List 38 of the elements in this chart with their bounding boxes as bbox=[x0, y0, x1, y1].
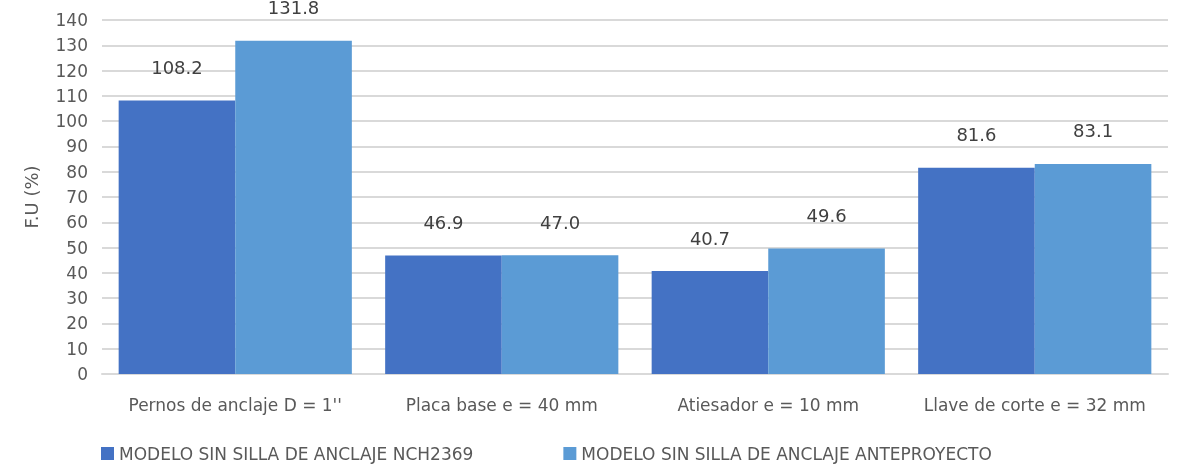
y-tick-label: 10 bbox=[66, 338, 88, 359]
data-label: 81.6 bbox=[956, 124, 997, 146]
y-tick-label: 40 bbox=[66, 262, 88, 283]
bar bbox=[235, 40, 352, 374]
x-tick-label: Placa base e = 40 mm bbox=[405, 394, 598, 415]
legend-label: MODELO SIN SILLA DE ANCLAJE NCH2369 bbox=[119, 443, 474, 464]
y-tick-label: 130 bbox=[55, 35, 88, 56]
legend-label: MODELO SIN SILLA DE ANCLAJE ANTEPROYECTO bbox=[581, 443, 992, 464]
y-tick-label: 70 bbox=[66, 187, 88, 207]
data-label: 47.0 bbox=[540, 211, 581, 233]
y-tick-label: 30 bbox=[66, 288, 88, 309]
data-label: 131.8 bbox=[267, 0, 320, 19]
data-label: 49.6 bbox=[806, 205, 847, 227]
y-tick-label: 100 bbox=[55, 111, 88, 132]
x-tick-label: Atiesador e = 10 mm bbox=[677, 394, 860, 415]
y-tick-label: 50 bbox=[66, 237, 88, 258]
bar bbox=[1034, 163, 1152, 374]
y-tick-label: 0 bbox=[77, 364, 88, 384]
data-label: 46.9 bbox=[423, 211, 464, 233]
bar bbox=[651, 271, 769, 374]
y-tick-label: 20 bbox=[66, 313, 88, 334]
y-tick-label: 110 bbox=[55, 85, 88, 106]
data-label: 108.2 bbox=[151, 56, 203, 78]
y-tick-label: 90 bbox=[66, 136, 88, 157]
y-tick-label: 80 bbox=[66, 161, 88, 182]
y-axis-title: F.U (%) bbox=[20, 165, 42, 229]
x-tick-label: Pernos de anclaje D = 1'' bbox=[128, 394, 342, 415]
bar bbox=[118, 100, 236, 374]
data-label: 40.7 bbox=[689, 227, 730, 249]
y-tick-label: 140 bbox=[55, 10, 88, 30]
bar bbox=[768, 248, 885, 374]
bar bbox=[385, 255, 502, 374]
bar bbox=[918, 167, 1035, 374]
y-tick-label: 120 bbox=[55, 60, 88, 81]
y-tick-label: 60 bbox=[66, 212, 88, 233]
bar bbox=[501, 255, 619, 374]
x-tick-label: Llave de corte e = 32 mm bbox=[923, 394, 1146, 415]
data-label: 83.1 bbox=[1073, 120, 1114, 142]
